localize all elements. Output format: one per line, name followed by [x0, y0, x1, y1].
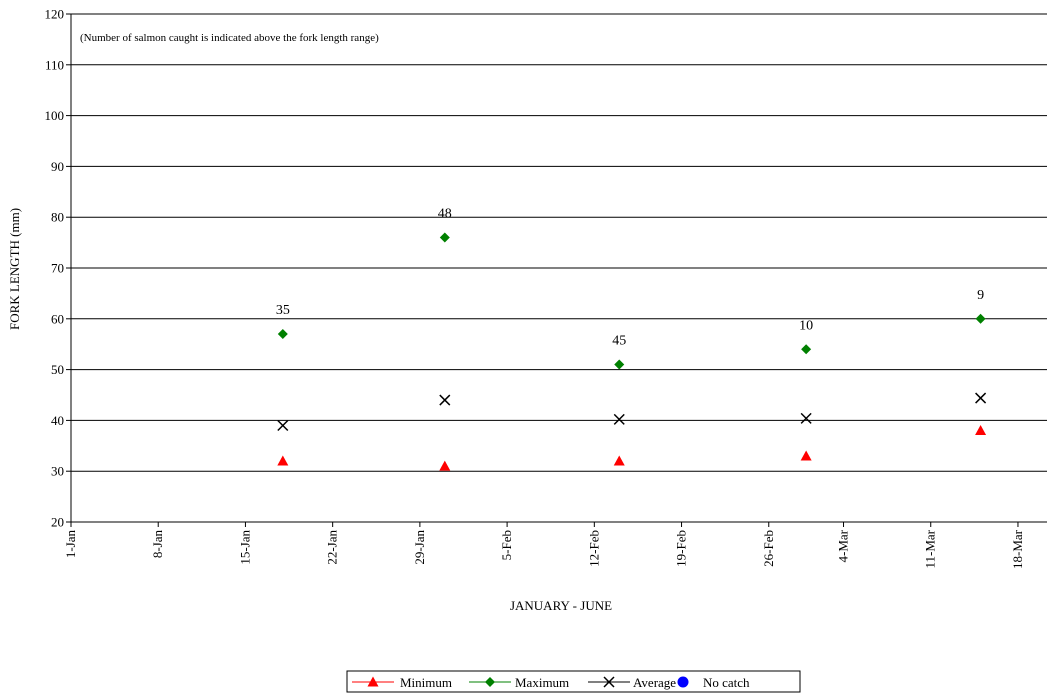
- y-tick-label: 40: [51, 413, 64, 428]
- minimum-point: [277, 455, 289, 466]
- y-tick-label: 50: [51, 362, 64, 377]
- average-point: [613, 413, 625, 425]
- y-tick-label: 80: [51, 210, 64, 225]
- legend-marker: [485, 677, 495, 687]
- chart-note: (Number of salmon caught is indicated ab…: [80, 32, 379, 44]
- x-tick-label: 18-Mar: [1010, 529, 1025, 569]
- gridlines: [66, 13, 1047, 523]
- maximum-point: [975, 313, 986, 324]
- x-tick-label: 11-Mar: [923, 529, 938, 568]
- x-tick-label: 12-Feb: [586, 530, 601, 567]
- legend-label: Average: [633, 675, 676, 690]
- x-axis-ticks: 1-Jan 8-Jan 15-Jan 22-Jan 29-Jan 5-Feb 12-Feb 1…: [63, 522, 1025, 569]
- legend-label: Minimum: [400, 675, 452, 690]
- catch-counts: 3548451092861: [276, 207, 984, 349]
- legend-box: [346, 670, 801, 693]
- average-point: [277, 419, 289, 432]
- average-point: [800, 412, 812, 424]
- x-tick-label: 8-Jan: [150, 530, 165, 559]
- catch-count-label: 10: [799, 318, 813, 333]
- minimum-point: [800, 450, 812, 461]
- legend-label: No catch: [703, 675, 750, 690]
- y-tick-label: 110: [45, 57, 64, 72]
- y-axis-ticks: 20 30 40 50 60 70 80 90 100 110 120: [45, 7, 65, 530]
- y-tick-label: 30: [51, 464, 64, 479]
- legend-marker: [603, 676, 615, 688]
- y-tick-label: 120: [45, 7, 65, 22]
- maximum-point: [614, 359, 625, 370]
- x-axis-title: JANUARY - JUNE: [510, 598, 612, 613]
- x-tick-label: 1-Jan: [63, 530, 78, 559]
- legend: Minimum Maximum Average No catch: [346, 670, 801, 693]
- x-tick-label: 5-Feb: [499, 530, 514, 560]
- x-tick-label: 22-Jan: [325, 530, 340, 565]
- maximum-point: [277, 329, 288, 340]
- legend-label: Maximum: [515, 675, 569, 690]
- x-tick-label: 29-Jan: [412, 530, 427, 565]
- catch-count-label: 45: [612, 334, 626, 349]
- maximum-point: [801, 344, 812, 355]
- x-tick-label: 19-Feb: [674, 530, 689, 567]
- x-tick-label: 15-Jan: [237, 530, 252, 565]
- legend-marker: [677, 676, 689, 688]
- x-tick-label: 26-Feb: [761, 530, 776, 567]
- legend-marker: [367, 676, 379, 687]
- maximum-point: [439, 232, 450, 243]
- minimum-point: [439, 460, 451, 471]
- y-tick-label: 60: [51, 311, 64, 326]
- y-axis-title: FORK LENGTH (mm): [7, 208, 22, 330]
- y-tick-label: 90: [51, 159, 64, 174]
- minimum-point: [613, 455, 625, 466]
- axes: [70, 14, 1047, 523]
- minimum-point: [975, 425, 987, 436]
- x-tick-label: 4-Mar: [836, 529, 851, 562]
- data-points: [277, 232, 987, 471]
- y-tick-label: 100: [45, 108, 65, 123]
- y-tick-label: 70: [51, 261, 64, 276]
- catch-count-label: 48: [438, 207, 452, 222]
- average-point: [439, 394, 451, 406]
- y-tick-label: 20: [51, 515, 64, 530]
- average-point: [975, 392, 987, 404]
- catch-count-label: 35: [276, 303, 290, 318]
- catch-count-label: 9: [977, 288, 984, 303]
